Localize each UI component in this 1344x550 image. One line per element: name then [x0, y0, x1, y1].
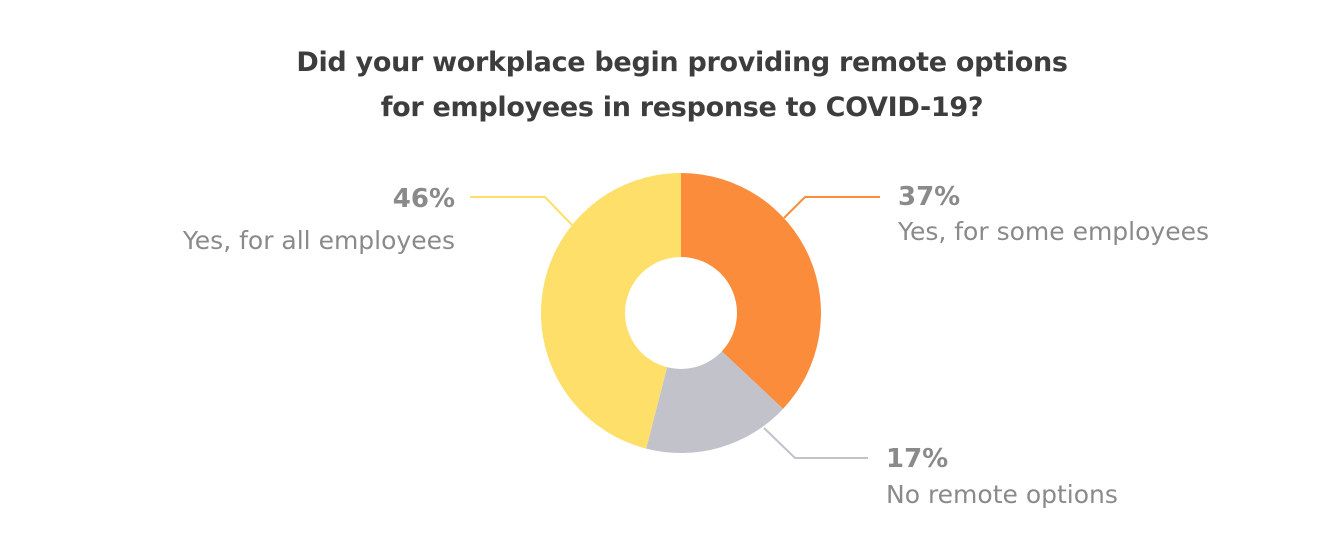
pct-label-some: 37% [898, 182, 960, 212]
chart-title: Did your workplace begin providing remot… [0, 40, 1344, 130]
donut-slices [541, 173, 822, 453]
leader-line-some [783, 196, 880, 219]
pct-label-all: 46% [393, 184, 455, 214]
chart-title-line-2: for employees in response to COVID-19? [380, 92, 984, 123]
leader-line-none [763, 427, 868, 459]
category-label-none: No remote options [886, 480, 1118, 509]
category-label-all: Yes, for all employees [182, 226, 455, 255]
slice-some-employees [681, 173, 822, 409]
slice-all-employees [541, 173, 681, 449]
leader-line-all [470, 196, 573, 226]
pct-label-none: 17% [886, 444, 948, 474]
category-label-some: Yes, for some employees [897, 217, 1209, 246]
donut-hole [625, 257, 737, 369]
chart-title-line-1: Did your workplace begin providing remot… [296, 47, 1068, 78]
